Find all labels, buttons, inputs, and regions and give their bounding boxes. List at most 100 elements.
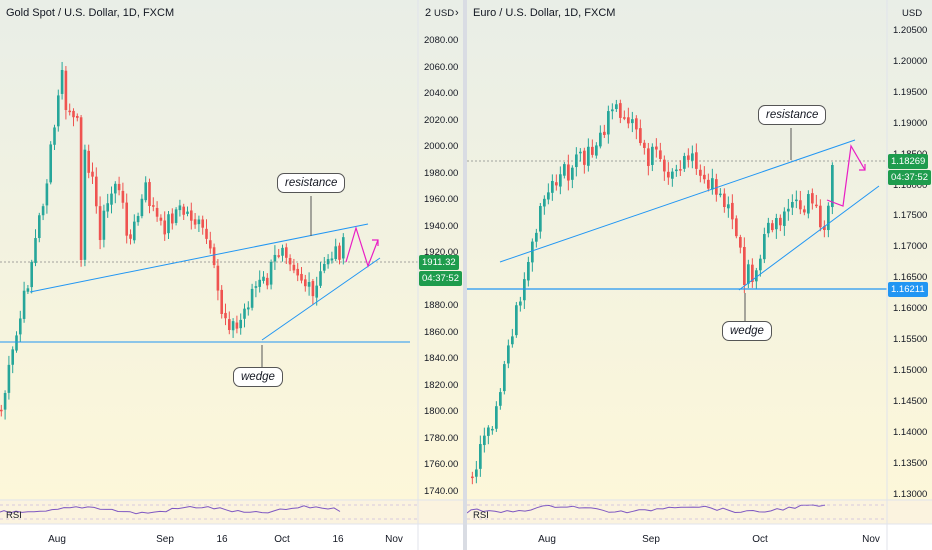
candle-body xyxy=(479,444,482,469)
price-tick-label: 1780.00 xyxy=(424,432,459,444)
candle-body xyxy=(49,144,52,183)
euro-countdown-tag: 04:37:52 xyxy=(888,170,931,185)
candle-body xyxy=(587,146,590,166)
candle-body xyxy=(258,279,261,287)
candle-body xyxy=(174,209,178,223)
euro-rsi-label[interactable]: RSI xyxy=(473,510,489,521)
settings-icon[interactable]: › xyxy=(455,7,459,19)
candle-body xyxy=(273,254,277,262)
candle-body xyxy=(125,202,128,236)
candle-body xyxy=(22,290,26,319)
candle-body xyxy=(266,277,269,286)
candle-body xyxy=(102,210,106,240)
gold-currency-label[interactable]: USD xyxy=(434,8,455,19)
candle-body xyxy=(220,289,223,314)
candle-body xyxy=(547,192,550,200)
euro-chart-canvas[interactable] xyxy=(467,0,932,550)
candle-body xyxy=(663,159,666,172)
time-tick-label: 16 xyxy=(216,534,228,545)
gold-chart-panel[interactable]: Gold Spot / U.S. Dollar, 1D, FXCM 2 USD … xyxy=(0,0,463,550)
candle-body xyxy=(133,221,136,241)
candle-body xyxy=(292,264,296,271)
candle-body xyxy=(315,285,318,298)
candle-body xyxy=(79,117,83,260)
price-tick-label: 1.17500 xyxy=(893,210,928,222)
price-tick-label: 1940.00 xyxy=(424,220,459,232)
candle-body xyxy=(639,128,642,144)
candle-body xyxy=(144,182,147,201)
candle-body xyxy=(691,153,694,161)
candle-body xyxy=(190,210,193,221)
price-tick-label: 1860.00 xyxy=(424,326,459,338)
candle-body xyxy=(523,279,526,301)
candle-body xyxy=(487,427,490,436)
euro-currency-label[interactable]: USD xyxy=(902,8,923,19)
candle-body xyxy=(193,219,197,225)
euro-chart-panel[interactable]: Euro / U.S. Dollar, 1D, FXCM USD 1.20500… xyxy=(467,0,932,550)
candle-body xyxy=(627,117,630,124)
price-tick-label: 2060.00 xyxy=(424,61,459,73)
candle-body xyxy=(531,241,534,263)
wedge-callout: wedge xyxy=(233,367,283,387)
panel-divider[interactable] xyxy=(463,0,467,550)
candle-body xyxy=(575,154,578,168)
candle-body xyxy=(667,171,670,178)
candle-body xyxy=(64,70,68,110)
candle-body xyxy=(41,206,45,216)
candle-body xyxy=(803,209,806,213)
candle-body xyxy=(599,132,602,147)
resistance-line xyxy=(499,139,856,263)
candle-body xyxy=(591,146,594,155)
candle-body xyxy=(735,218,738,237)
candle-body xyxy=(197,219,201,225)
price-tick-label: 1.16000 xyxy=(893,303,928,315)
candle-body xyxy=(205,228,208,239)
candle-body xyxy=(121,190,125,203)
candle-body xyxy=(519,301,522,306)
candle-body xyxy=(53,127,56,145)
candle-body xyxy=(228,319,231,331)
candle-body xyxy=(831,165,834,208)
candle-body xyxy=(527,261,530,281)
candle-body xyxy=(171,213,174,224)
candle-body xyxy=(507,345,510,364)
candle-body xyxy=(304,279,307,287)
candle-body xyxy=(823,226,826,230)
candle-body xyxy=(719,193,722,196)
candle-body xyxy=(148,182,151,207)
candle-body xyxy=(330,258,334,261)
price-tick-label: 1.14000 xyxy=(893,426,928,438)
candle-body xyxy=(26,288,30,292)
candle-body xyxy=(95,176,98,207)
candle-body xyxy=(296,268,299,276)
candle-body xyxy=(643,142,646,148)
price-tick-label: 1.14500 xyxy=(893,395,928,407)
gold-chart-canvas[interactable] xyxy=(0,0,463,550)
candle-body xyxy=(182,206,185,215)
candle-body xyxy=(19,318,22,335)
candle-body xyxy=(703,174,706,180)
time-tick-label: Sep xyxy=(642,534,660,545)
gold-scale-count[interactable]: 2 xyxy=(425,7,432,19)
candle-body xyxy=(201,219,204,228)
euro-chart-title: Euro / U.S. Dollar, 1D, FXCM xyxy=(473,7,616,19)
candle-body xyxy=(129,234,132,239)
candle-body xyxy=(307,282,311,287)
time-tick-label: Nov xyxy=(862,534,880,545)
gold-rsi-label[interactable]: RSI xyxy=(6,510,22,521)
candle-body xyxy=(827,205,830,231)
candle-body xyxy=(751,264,754,282)
candle-body xyxy=(247,307,250,310)
price-tick-label: 1980.00 xyxy=(424,167,459,179)
candle-body xyxy=(815,204,818,207)
candle-body xyxy=(711,178,714,190)
candle-body xyxy=(167,214,170,234)
candle-body xyxy=(262,276,265,281)
candle-body xyxy=(731,202,734,220)
candle-body xyxy=(611,109,614,112)
candle-body xyxy=(807,194,810,214)
candle-body xyxy=(243,308,246,319)
candle-body xyxy=(57,95,60,127)
candle-body xyxy=(178,205,182,211)
candle-body xyxy=(114,183,117,194)
